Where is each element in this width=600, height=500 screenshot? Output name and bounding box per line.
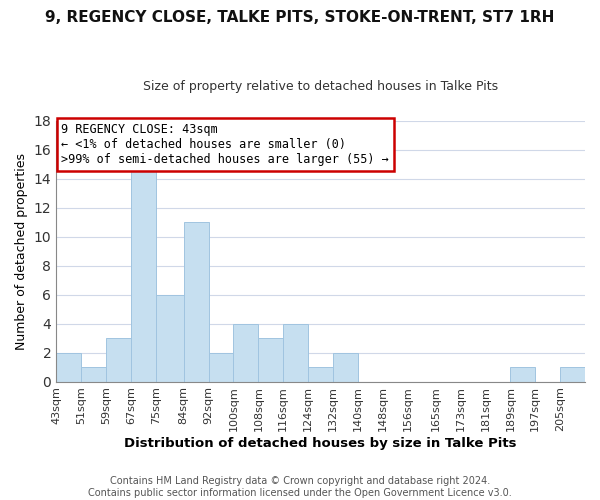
Bar [156,294,184,382]
X-axis label: Distribution of detached houses by size in Talke Pits: Distribution of detached houses by size … [124,437,517,450]
Bar [560,367,585,382]
Bar [259,338,283,382]
Y-axis label: Number of detached properties: Number of detached properties [15,152,28,350]
Bar [308,367,333,382]
Bar [184,222,209,382]
Bar [283,324,308,382]
Bar [131,164,156,382]
Text: Contains HM Land Registry data © Crown copyright and database right 2024.
Contai: Contains HM Land Registry data © Crown c… [88,476,512,498]
Bar [233,324,259,382]
Text: 9 REGENCY CLOSE: 43sqm
← <1% of detached houses are smaller (0)
>99% of semi-det: 9 REGENCY CLOSE: 43sqm ← <1% of detached… [61,123,389,166]
Title: Size of property relative to detached houses in Talke Pits: Size of property relative to detached ho… [143,80,498,93]
Bar [209,352,233,382]
Bar [106,338,131,382]
Bar [511,367,535,382]
Bar [56,352,81,382]
Bar [81,367,106,382]
Text: 9, REGENCY CLOSE, TALKE PITS, STOKE-ON-TRENT, ST7 1RH: 9, REGENCY CLOSE, TALKE PITS, STOKE-ON-T… [46,10,554,25]
Bar [333,352,358,382]
